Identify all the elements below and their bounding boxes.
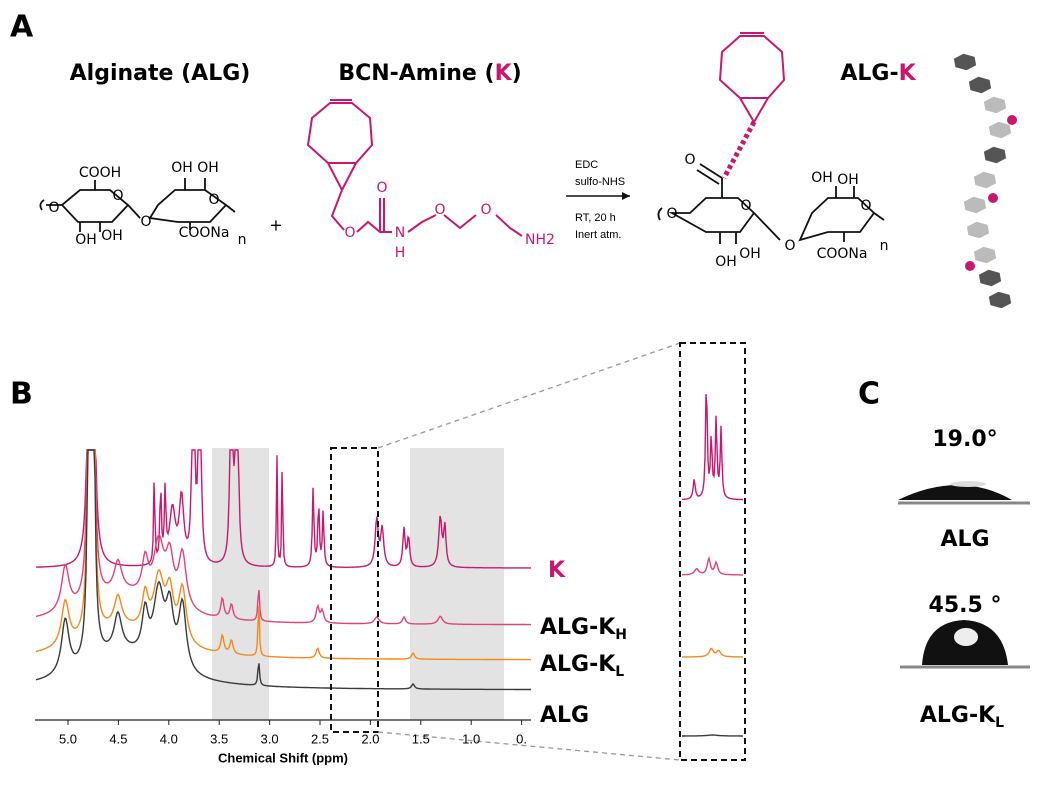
x-tick-label: 4.0	[160, 731, 178, 746]
condition: EDC	[575, 159, 598, 171]
monomer	[978, 269, 1002, 287]
polymer-chain-icon	[953, 53, 1017, 309]
x-tick-label: 2.5	[311, 731, 329, 746]
atom: O	[208, 192, 219, 208]
atom: O	[784, 238, 795, 254]
spectrum	[35, 449, 531, 569]
x-tick-label: 2.0	[361, 731, 379, 746]
spectrum	[682, 555, 743, 576]
zoom-box	[679, 342, 746, 761]
spectrum	[35, 449, 531, 691]
alginate-structure: COOH OH OH O O OH OH O COONa n O	[39, 160, 247, 248]
x-tick-label: 3.0	[261, 731, 279, 746]
atom: O	[860, 198, 871, 214]
x-tick-label: 4.5	[109, 731, 127, 746]
product-title: ALG-K	[840, 61, 916, 86]
droplet-highlight	[950, 481, 986, 487]
monomer	[963, 196, 987, 214]
contact-angle: 45.5 °	[929, 593, 1002, 618]
atom: OH	[739, 246, 761, 262]
spectra	[35, 393, 743, 737]
atom: COONa	[817, 246, 868, 262]
atom: OH	[101, 228, 123, 244]
trace-label: ALG-KH	[540, 615, 627, 643]
atom: COONa	[179, 225, 230, 241]
arrow-head	[622, 192, 630, 200]
condition: sulfo-NHS	[575, 176, 625, 188]
atom: n	[880, 238, 889, 254]
atom: O	[684, 152, 695, 168]
atom: O	[376, 180, 387, 196]
atom: OH	[75, 232, 97, 248]
spectrum	[682, 393, 743, 501]
monomer	[983, 146, 1007, 164]
condition: Inert atm.	[575, 229, 621, 241]
label-dot	[1007, 115, 1017, 125]
panel-label: A	[10, 10, 34, 45]
contact-angle: 19.0°	[932, 427, 997, 452]
sample-name: ALG	[940, 527, 989, 552]
monomer	[966, 221, 990, 239]
atom: OH	[837, 172, 859, 188]
condition: RT, 20 h	[575, 212, 616, 224]
bcn-title: BCN-Amine (K)	[338, 61, 521, 86]
x-tick-label: 0.	[516, 731, 527, 746]
droplet	[898, 485, 1012, 500]
spectrum	[35, 449, 531, 626]
monomer	[988, 121, 1012, 139]
atom: O	[434, 202, 445, 218]
x-tick-label: 5.0	[59, 731, 77, 746]
x-tick-label: 1.5	[412, 731, 430, 746]
droplet-highlight	[954, 628, 978, 646]
bcn-structure: O O N H O O NH2	[306, 99, 555, 261]
monomer	[953, 53, 977, 71]
sample-name: ALG-KL	[920, 703, 1004, 731]
atom: COOH	[79, 165, 121, 181]
plus: +	[269, 216, 282, 235]
trace-label: ALG-KL	[540, 652, 624, 680]
spectrum	[682, 647, 743, 658]
monomer	[973, 171, 997, 189]
label-dot	[988, 193, 998, 203]
product-structure: O O OH OH O O OH OH O COONa n	[657, 32, 889, 270]
monomer	[983, 96, 1007, 114]
panel-label: C	[858, 377, 880, 412]
atom: O	[740, 198, 751, 214]
atom: NH2	[525, 232, 555, 248]
spectrum	[35, 449, 531, 661]
panel-label: B	[10, 377, 33, 412]
atom: n	[238, 232, 247, 248]
x-tick-label: 1.0	[462, 731, 480, 746]
atom: H	[395, 245, 406, 261]
monomer	[968, 76, 992, 94]
atom: N	[395, 225, 405, 241]
trace-label: ALG	[540, 703, 589, 728]
atom: O	[480, 202, 491, 218]
alginate-title: Alginate (ALG)	[70, 61, 251, 86]
zoom-guide	[377, 342, 681, 761]
atom: O	[48, 200, 59, 216]
trace-label: K	[548, 558, 566, 583]
highlight-band	[410, 448, 504, 720]
spectrum	[682, 734, 743, 737]
atom: O	[666, 206, 677, 222]
atom: O	[344, 225, 355, 241]
x-axis-label: Chemical Shift (ppm)	[218, 750, 348, 765]
atom: OH	[171, 160, 193, 176]
monomer	[988, 291, 1012, 309]
dashed-bond	[721, 120, 757, 180]
atom: OH	[715, 254, 737, 270]
atom: O	[140, 214, 151, 230]
atom: O	[112, 188, 123, 204]
atom: OH	[811, 170, 833, 186]
monomer	[973, 246, 997, 264]
label-dot	[965, 261, 975, 271]
zoom-region	[330, 447, 379, 733]
atom: OH	[197, 160, 219, 176]
x-tick-label: 3.5	[210, 731, 228, 746]
